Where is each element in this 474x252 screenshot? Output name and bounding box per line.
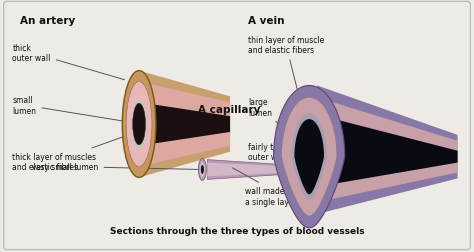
Polygon shape: [207, 163, 329, 177]
Ellipse shape: [200, 162, 205, 178]
Text: A vein: A vein: [248, 16, 284, 26]
Text: large
lumen: large lumen: [248, 98, 307, 150]
Text: thick layer of muscles
and elastic fibres: thick layer of muscles and elastic fibre…: [12, 135, 128, 171]
Polygon shape: [273, 86, 345, 228]
Polygon shape: [139, 103, 230, 146]
Ellipse shape: [199, 159, 206, 181]
Ellipse shape: [131, 100, 147, 149]
Text: thin layer of muscle
and elastic fibers: thin layer of muscle and elastic fibers: [248, 36, 324, 95]
Ellipse shape: [122, 71, 156, 178]
Ellipse shape: [126, 82, 152, 167]
Polygon shape: [282, 98, 337, 216]
Text: An artery: An artery: [20, 16, 76, 26]
Text: wall made of
a single layer of cell: wall made of a single layer of cell: [233, 168, 322, 206]
Polygon shape: [139, 71, 230, 178]
Polygon shape: [139, 82, 230, 167]
Polygon shape: [207, 160, 329, 180]
Polygon shape: [292, 114, 327, 200]
FancyBboxPatch shape: [4, 2, 470, 250]
Text: thick
outer wall: thick outer wall: [12, 44, 125, 80]
Ellipse shape: [201, 165, 204, 174]
Polygon shape: [319, 116, 457, 186]
Ellipse shape: [133, 104, 146, 145]
Text: A capillary: A capillary: [199, 105, 261, 115]
Text: very small lumen: very small lumen: [32, 162, 200, 171]
Text: small
lumen: small lumen: [12, 96, 127, 122]
Polygon shape: [294, 120, 324, 195]
Polygon shape: [317, 86, 457, 214]
Polygon shape: [317, 98, 457, 202]
Text: Sections through the three types of blood vessels: Sections through the three types of bloo…: [109, 226, 365, 235]
Text: fairly thin
outer wall: fairly thin outer wall: [248, 142, 317, 209]
